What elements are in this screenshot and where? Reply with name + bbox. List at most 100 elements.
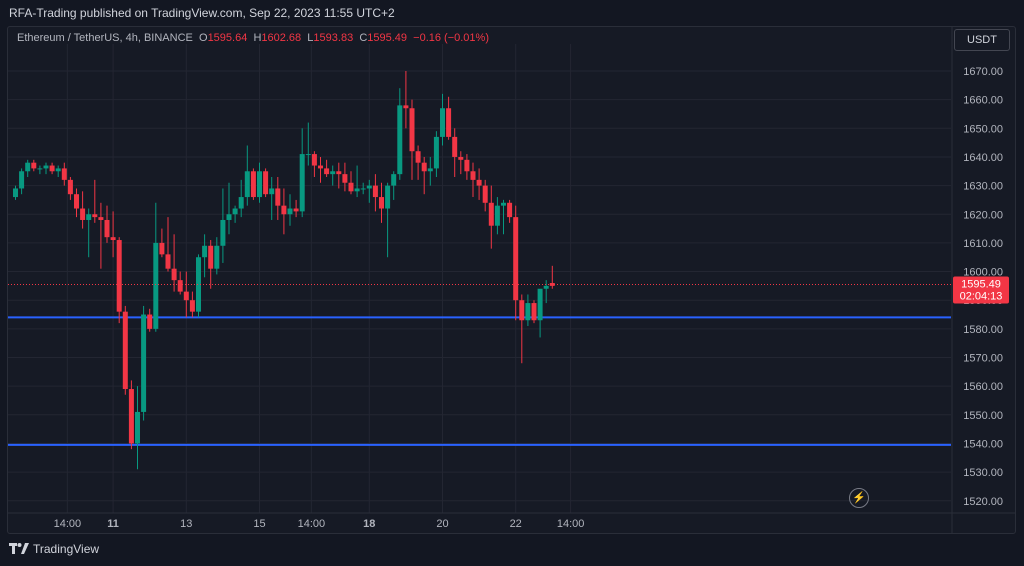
- candle: [537, 288, 543, 338]
- x-tick-label: 11: [107, 518, 119, 530]
- candle-body: [61, 168, 67, 180]
- x-tick-label: 14:00: [54, 518, 82, 530]
- candle: [257, 162, 262, 203]
- close-label: C: [359, 32, 368, 44]
- candle-body: [348, 182, 354, 192]
- candle: [318, 156, 323, 183]
- candle: [202, 234, 208, 278]
- candle-body: [446, 108, 452, 137]
- candle: [238, 179, 244, 218]
- y-tick-label: 1650.00: [963, 123, 1003, 135]
- candle: [305, 122, 311, 166]
- candle-body: [543, 285, 549, 289]
- footer-brand: TradingView: [9, 542, 99, 556]
- candle-body: [275, 188, 281, 206]
- candle-body: [208, 245, 214, 269]
- x-tick-label: 14:00: [557, 518, 585, 530]
- candle-body: [116, 240, 122, 312]
- candle-body: [531, 303, 537, 321]
- candle-body: [31, 162, 37, 169]
- candle: [281, 188, 287, 235]
- candle-body: [183, 291, 189, 301]
- candle-body: [189, 300, 195, 312]
- grid-lines: [8, 27, 1015, 533]
- x-tick-label: 20: [436, 518, 448, 530]
- close-value: 1595.49: [367, 32, 408, 44]
- candle: [501, 199, 506, 235]
- candle: [342, 162, 348, 192]
- candle-body: [427, 168, 433, 172]
- candle-body: [379, 197, 384, 209]
- candle: [549, 265, 555, 289]
- candle-body: [220, 219, 226, 246]
- candle: [165, 217, 171, 272]
- candle-body: [165, 254, 171, 269]
- candle-body: [354, 188, 360, 192]
- candle-body: [281, 205, 287, 215]
- candle: [513, 205, 519, 321]
- y-tick-label: 1610.00: [963, 238, 1003, 250]
- candle-body: [226, 214, 232, 220]
- candle: [226, 182, 232, 235]
- candle: [330, 165, 336, 186]
- candle-body: [397, 105, 403, 175]
- candle-body: [104, 219, 110, 238]
- published-info: RFA-Trading published on TradingView.com…: [9, 6, 395, 20]
- candle-body: [13, 188, 18, 198]
- candle-body: [336, 171, 342, 175]
- candle-body: [122, 311, 128, 390]
- x-tick-label: 18: [363, 518, 375, 530]
- candle: [19, 168, 25, 195]
- candle-body: [501, 202, 506, 206]
- y-tick-label: 1550.00: [963, 410, 1003, 422]
- candle-body: [372, 185, 378, 198]
- candle: [128, 380, 134, 450]
- candle-body: [519, 300, 525, 321]
- candle-body: [80, 208, 86, 220]
- candle: [250, 168, 256, 200]
- candle-body: [110, 237, 116, 241]
- candle-body: [159, 242, 165, 255]
- candle-body: [55, 168, 61, 172]
- y-tick-label: 1620.00: [963, 209, 1003, 221]
- candle: [244, 145, 250, 206]
- high-label: H: [253, 32, 262, 44]
- lightning-bolt-icon[interactable]: ⚡: [849, 488, 869, 508]
- candle-body: [549, 283, 555, 286]
- candle-body: [177, 280, 183, 292]
- candle: [67, 177, 73, 200]
- y-tick-label: 1670.00: [963, 66, 1003, 78]
- candle: [354, 165, 360, 198]
- tradingview-logo-icon: [9, 543, 29, 554]
- currency-button[interactable]: USDT: [954, 29, 1010, 51]
- candle-body: [263, 171, 269, 195]
- candle: [25, 159, 31, 178]
- y-tick-label: 1660.00: [963, 95, 1003, 107]
- candle-body: [202, 245, 208, 258]
- price-tag-countdown: 02:04:13: [960, 290, 1003, 302]
- candle: [122, 305, 128, 395]
- candle: [458, 151, 464, 175]
- candle: [543, 280, 549, 304]
- candle-body: [250, 171, 256, 198]
- candle-body: [293, 208, 299, 212]
- candle: [446, 96, 452, 140]
- candles: [13, 71, 555, 470]
- candle-body: [415, 151, 421, 163]
- candle: [43, 162, 49, 175]
- candle: [98, 202, 104, 269]
- change-value: −0.16 (−0.01%): [413, 32, 489, 44]
- candle-body: [43, 165, 49, 169]
- candle: [519, 294, 525, 364]
- candle-body: [25, 162, 31, 172]
- candle: [360, 182, 366, 195]
- candle-body: [403, 105, 409, 109]
- candle-body: [513, 217, 519, 301]
- candle: [421, 156, 427, 195]
- candle: [196, 254, 201, 318]
- candle: [55, 165, 61, 178]
- candle-body: [433, 136, 439, 169]
- candle-body: [342, 174, 348, 183]
- price-tag: [953, 276, 1009, 304]
